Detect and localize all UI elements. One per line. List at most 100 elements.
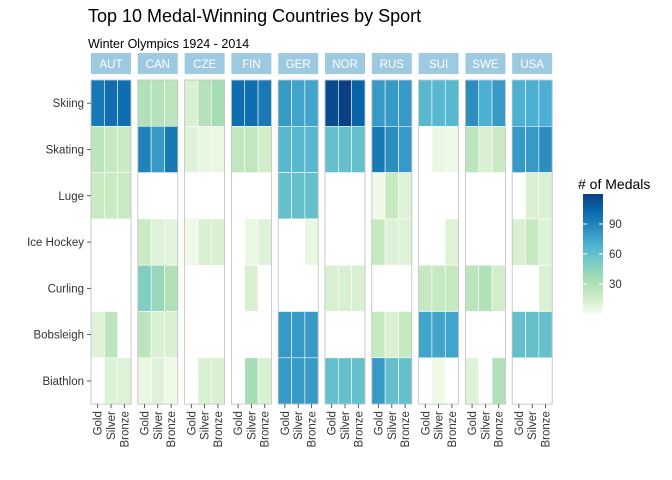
- x-tick-label: Silver: [387, 411, 399, 440]
- heatmap-tile: [324, 264, 339, 312]
- legend-tick-label: 30: [609, 279, 622, 291]
- facet-strip: [465, 53, 506, 74]
- heatmap-tile: [291, 79, 306, 127]
- facet-strip: [184, 53, 225, 74]
- heatmap-tile: [444, 218, 459, 266]
- legend-ticks: 30 60 90: [583, 219, 622, 291]
- x-tick-label: Gold: [93, 411, 105, 435]
- facet-strip-label: SUI: [429, 59, 448, 71]
- heatmap-tile: [150, 264, 165, 312]
- heatmap-tile: [150, 311, 165, 359]
- x-tick-label: Gold: [280, 411, 292, 435]
- heatmap-tile: [444, 264, 459, 312]
- facet-strip: [91, 53, 131, 74]
- x-tick-label: Gold: [139, 411, 151, 435]
- heatmap-tile: [210, 357, 225, 405]
- heatmap-tile: [511, 79, 526, 127]
- heatmap-tile: [371, 172, 386, 220]
- heatmap-tile: [398, 172, 413, 220]
- heatmap-tile: [491, 79, 506, 127]
- heatmap-tile: [277, 311, 292, 359]
- heatmap-tile: [184, 79, 199, 127]
- x-tick-label: Bronze: [400, 411, 412, 447]
- heatmap-tile: [104, 357, 118, 405]
- heatmap-tile: [117, 126, 132, 173]
- heatmap-tile: [164, 311, 179, 359]
- x-tick-label: Gold: [373, 411, 385, 435]
- heatmap-tile: [418, 264, 433, 312]
- facet-strip: [137, 53, 178, 74]
- heatmap-tile: [371, 218, 386, 266]
- x-tick-label: Silver: [293, 411, 305, 440]
- heatmap-tile: [418, 79, 433, 127]
- facet-panel-aut: AUT Gold Silver Bronze: [90, 53, 132, 448]
- heatmap-tile: [525, 79, 540, 127]
- heatmap-tile: [384, 218, 399, 266]
- heatmap-tile: [324, 357, 339, 405]
- heatmap-tile: [384, 126, 399, 173]
- heatmap-tile: [291, 357, 306, 405]
- facet-panel-rus: RUS Gold Silver Bronze: [371, 53, 413, 448]
- heatmap-tile: [257, 79, 272, 127]
- heatmap-tile: [197, 79, 212, 127]
- heatmap-tile: [184, 126, 199, 173]
- heatmap-tile: [164, 79, 179, 127]
- heatmap-tile: [511, 218, 526, 266]
- y-tick-label: Skating: [46, 144, 84, 156]
- heatmap-tile: [491, 264, 506, 312]
- heatmap-tile: [277, 357, 292, 405]
- x-tick-label: Gold: [514, 411, 526, 435]
- x-tick-label: Bronze: [541, 411, 553, 447]
- heatmap-tile: [371, 79, 386, 127]
- heatmap-tile: [478, 126, 493, 173]
- heatmap-tile: [538, 79, 553, 127]
- heatmap-tile: [244, 79, 259, 127]
- x-tick-label: Gold: [233, 411, 245, 435]
- heatmap-tile: [431, 357, 446, 405]
- x-tick-label: Silver: [434, 411, 446, 440]
- heatmap-tile: [324, 126, 339, 173]
- heatmap-tile: [104, 172, 118, 220]
- facet-strip: [418, 53, 459, 74]
- facet-strip-label: CAN: [146, 59, 170, 71]
- heatmap-tile: [418, 311, 433, 359]
- heatmap-tile: [197, 357, 212, 405]
- heatmap-tile: [257, 218, 272, 266]
- facet-strip-label: SWE: [472, 59, 499, 71]
- heatmap-tile: [444, 79, 459, 127]
- x-tick-label: Silver: [480, 411, 492, 440]
- facet-panel-fin: FIN Gold Silver Bronze: [230, 53, 272, 448]
- heatmap-tile: [257, 357, 272, 405]
- heatmap-tile: [90, 311, 105, 359]
- heatmap-tile: [465, 79, 480, 127]
- y-axis: Skiing Skating Luge Ice Hockey Curling Bobsle…: [27, 98, 91, 388]
- x-tick-label: Bronze: [260, 411, 272, 447]
- heatmap-tile: [197, 218, 212, 266]
- facet-strip: [512, 53, 553, 74]
- legend-title: # of Medals: [578, 176, 650, 192]
- facet-strip-label: USA: [520, 59, 544, 71]
- facet-strip: [371, 53, 412, 74]
- heatmap-tile: [398, 218, 413, 266]
- x-tick-label: Bronze: [119, 411, 131, 447]
- y-tick-label: Skiing: [53, 98, 84, 110]
- heatmap-tile: [525, 172, 540, 220]
- heatmap-tile: [244, 218, 259, 266]
- heatmap-tile: [164, 126, 179, 173]
- facet-panel-cze: CZE Gold Silver Bronze: [184, 53, 226, 448]
- heatmap-tile: [465, 264, 480, 312]
- heatmap-tile: [491, 357, 506, 405]
- heatmap-tile: [90, 79, 105, 127]
- facet-strip-label: NOR: [332, 59, 358, 71]
- heatmap-tile: [277, 172, 292, 220]
- x-tick-label: Bronze: [307, 411, 319, 447]
- heatmap-tile: [164, 264, 179, 312]
- y-tick-label: Curling: [48, 283, 84, 295]
- heatmap-tile: [277, 79, 292, 127]
- heatmap-tile: [351, 79, 366, 127]
- chart-subtitle: Winter Olympics 1924 - 2014: [88, 37, 249, 51]
- facet-panel-ger: GER Gold Silver Bronze: [277, 53, 319, 448]
- heatmap-tile: [137, 79, 152, 127]
- heatmap-tile: [431, 264, 446, 312]
